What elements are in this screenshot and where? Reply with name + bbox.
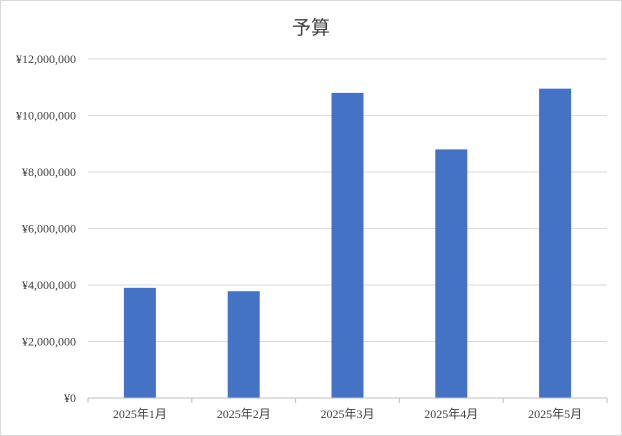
x-tick-labels: 2025年1月 2025年2月 2025年3月 2025年4月 2025年5月 — [113, 407, 582, 421]
axes — [87, 397, 608, 403]
x-tick-label: 2025年2月 — [217, 407, 271, 421]
y-tick-label: ¥2,000,000 — [22, 335, 76, 349]
y-tick-labels: ¥0 ¥2,000,000 ¥4,000,000 ¥6,000,000 ¥8,000,0… — [16, 52, 76, 405]
x-tick-label: 2025年5月 — [528, 407, 582, 421]
bars — [123, 88, 572, 399]
y-tick-label: ¥10,000,000 — [16, 109, 76, 123]
bar — [123, 287, 156, 398]
x-tick-label: 2025年3月 — [320, 407, 374, 421]
y-tick-label: ¥4,000,000 — [22, 278, 76, 292]
bar — [331, 92, 364, 399]
bar — [227, 291, 260, 398]
y-tick-label: ¥6,000,000 — [22, 222, 76, 236]
x-tick-label: 2025年1月 — [113, 407, 167, 421]
y-tick-label: ¥0 — [64, 391, 76, 405]
chart-title: 予算 — [291, 17, 330, 39]
bar — [539, 88, 572, 398]
y-tick-label: ¥12,000,000 — [16, 52, 76, 66]
x-tick-label: 2025年4月 — [424, 407, 478, 421]
y-tick-label: ¥8,000,000 — [22, 165, 76, 179]
bar — [435, 149, 468, 398]
